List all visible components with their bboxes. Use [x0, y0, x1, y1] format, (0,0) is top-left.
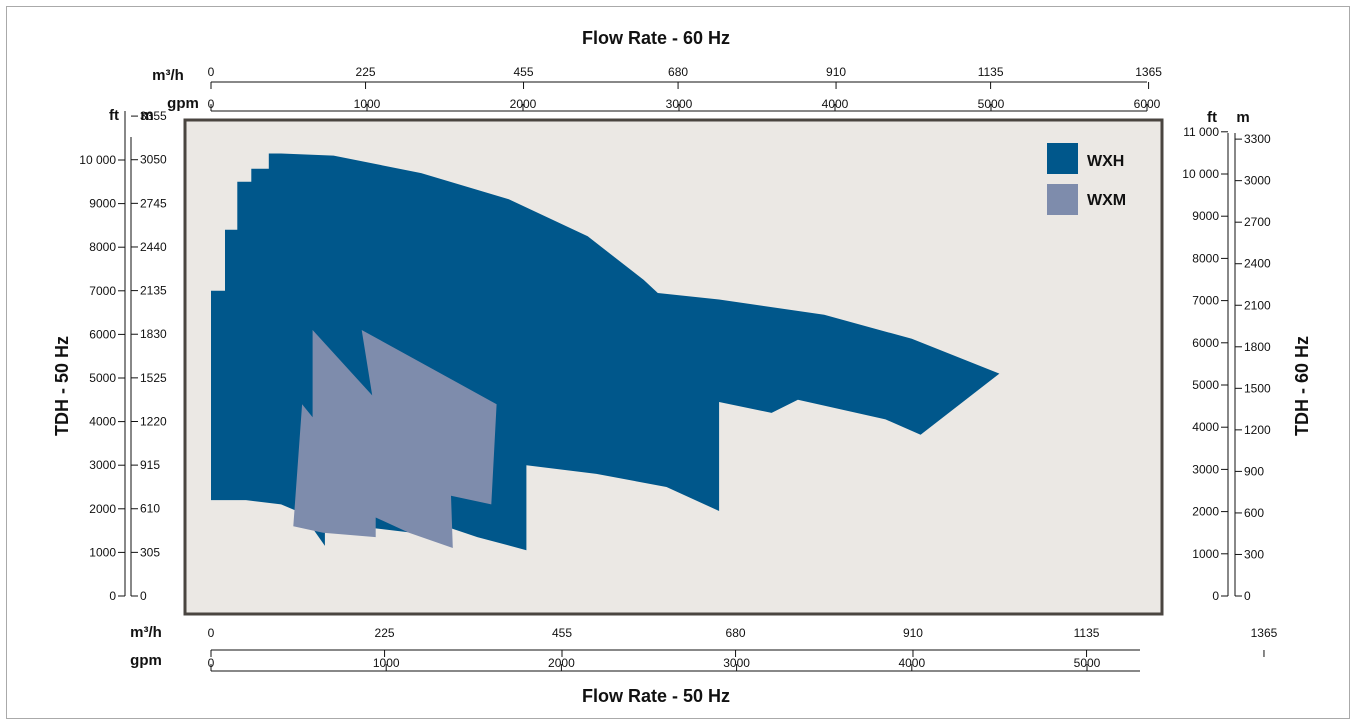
unit-m3h-bottom: m³/h	[130, 624, 162, 641]
ylabel-right: TDH - 60 Hz	[1292, 336, 1312, 436]
ticklabel-gpm60-0: 0	[208, 97, 215, 111]
title-bottom: Flow Rate - 50 Hz	[582, 686, 730, 706]
ticklabel-ft50-8: 8000	[89, 240, 116, 254]
ticklabel-m50-11: 3355	[140, 109, 167, 123]
ticklabel-gpm60-2: 2000	[510, 97, 537, 111]
unit-ft-left: ft	[109, 107, 119, 124]
ticklabel-ft50-1: 1000	[89, 545, 116, 559]
ticklabel-ft60-3: 3000	[1192, 462, 1219, 476]
ticklabel-gpm50-4: 4000	[898, 656, 925, 670]
ticklabel-m60-7: 2100	[1244, 298, 1271, 312]
ticklabel-ft60-7: 7000	[1192, 294, 1219, 308]
ticklabel-m3h60-2: 455	[514, 65, 534, 79]
ticklabel-ft60-11: 11 000	[1183, 125, 1219, 139]
ticklabel-m50-3: 915	[140, 458, 160, 472]
ticklabel-ft60-9: 9000	[1192, 209, 1219, 223]
ticklabel-ft50-9: 9000	[89, 197, 116, 211]
ticklabel-ft50-4: 4000	[89, 415, 116, 429]
ticklabel-m60-6: 1800	[1244, 340, 1271, 354]
ticklabel-ft60-5: 5000	[1192, 378, 1219, 392]
ticklabel-ft60-10: 10 000	[1182, 167, 1219, 181]
ticklabel-m50-7: 2135	[140, 284, 167, 298]
ticklabel-m3h50-0: 0	[208, 626, 215, 640]
ticklabel-ft50-2: 2000	[89, 502, 116, 516]
ticklabel-m3h60-1: 225	[356, 65, 376, 79]
ticklabel-m3h50-3: 680	[726, 626, 746, 640]
ticklabel-m3h50-2: 455	[552, 626, 572, 640]
ticklabel-m3h60-4: 910	[826, 65, 846, 79]
ticklabel-m3h50-5: 1135	[1074, 626, 1100, 640]
ticklabel-ft60-2: 2000	[1192, 505, 1219, 519]
ticklabel-gpm60-5: 5000	[978, 97, 1005, 111]
ticklabel-m60-2: 600	[1244, 506, 1264, 520]
ticklabel-m60-0: 0	[1244, 589, 1251, 603]
unit-gpm-bottom: gpm	[130, 652, 162, 669]
ticklabel-m60-11: 3300	[1244, 132, 1271, 146]
unit-m-right: m	[1236, 109, 1249, 126]
ticklabel-gpm50-0: 0	[208, 656, 215, 670]
ticklabel-gpm60-3: 3000	[666, 97, 693, 111]
ticklabel-m60-10: 3000	[1244, 174, 1271, 188]
legend-label-wxm: WXM	[1087, 192, 1126, 209]
title-top: Flow Rate - 60 Hz	[582, 28, 730, 48]
ticklabel-m3h50-1: 225	[375, 626, 395, 640]
ticklabel-m60-9: 2700	[1244, 215, 1271, 229]
series-area-wxm	[293, 330, 497, 548]
ticklabel-m3h60-6: 1365	[1135, 65, 1162, 79]
ticklabel-gpm50-5: 5000	[1074, 656, 1101, 670]
ticklabel-ft50-10: 10 000	[79, 153, 116, 167]
ticklabel-ft60-8: 8000	[1192, 251, 1219, 265]
ticklabel-m50-6: 1830	[140, 327, 167, 341]
ticklabel-ft60-1: 1000	[1192, 547, 1219, 561]
unit-m-left: m	[140, 107, 153, 124]
ticklabel-ft50-3: 3000	[89, 458, 116, 472]
ticklabel-gpm60-6: 6000	[1134, 97, 1161, 111]
ticklabel-m60-4: 1200	[1244, 423, 1271, 437]
ticklabel-ft60-6: 6000	[1192, 336, 1219, 350]
ticklabel-ft50-6: 6000	[89, 327, 116, 341]
ticklabel-m60-8: 2400	[1244, 257, 1271, 271]
ylabel-left: TDH - 50 Hz	[52, 336, 72, 436]
ticklabel-m60-3: 900	[1244, 464, 1264, 478]
ticklabel-m50-4: 1220	[140, 414, 167, 428]
ticklabel-gpm50-2: 2000	[548, 656, 575, 670]
unit-gpm-top: gpm	[167, 95, 199, 112]
ticklabel-m3h50-6: 1365	[1251, 626, 1278, 640]
unit-m3h-top: m³/h	[152, 67, 184, 84]
ticklabel-gpm60-1: 1000	[354, 97, 381, 111]
ticklabel-m50-10: 3050	[140, 153, 167, 167]
ticklabel-m50-9: 2745	[140, 196, 167, 210]
ticklabel-m3h60-5: 1135	[978, 65, 1004, 79]
legend-swatch-wxh	[1047, 143, 1078, 174]
ticklabel-ft50-0: 0	[109, 589, 116, 603]
ticklabel-m50-2: 610	[140, 502, 160, 516]
ticklabel-ft60-4: 4000	[1192, 420, 1219, 434]
ticklabel-m50-0: 0	[140, 589, 147, 603]
ticklabel-m50-5: 1525	[140, 371, 167, 385]
ticklabel-ft60-0: 0	[1212, 589, 1219, 603]
legend: WXH WXM	[1047, 143, 1126, 215]
ticklabel-ft50-5: 5000	[89, 371, 116, 385]
ticklabel-m60-1: 300	[1244, 547, 1264, 561]
legend-label-wxh: WXH	[1087, 153, 1124, 170]
ticklabel-m3h50-4: 910	[903, 626, 923, 640]
ticklabel-ft50-7: 7000	[89, 284, 116, 298]
ticklabel-m50-8: 2440	[140, 240, 167, 254]
ticklabel-gpm50-3: 3000	[723, 656, 750, 670]
ticklabel-gpm60-4: 4000	[822, 97, 849, 111]
legend-swatch-wxm	[1047, 184, 1078, 215]
ticklabel-m50-1: 305	[140, 545, 160, 559]
ticklabel-m3h60-3: 680	[668, 65, 688, 79]
ticklabel-m3h60-0: 0	[208, 65, 215, 79]
ticklabel-m60-5: 1500	[1244, 381, 1271, 395]
ticklabel-gpm50-1: 1000	[373, 656, 400, 670]
unit-ft-right: ft	[1207, 109, 1217, 126]
